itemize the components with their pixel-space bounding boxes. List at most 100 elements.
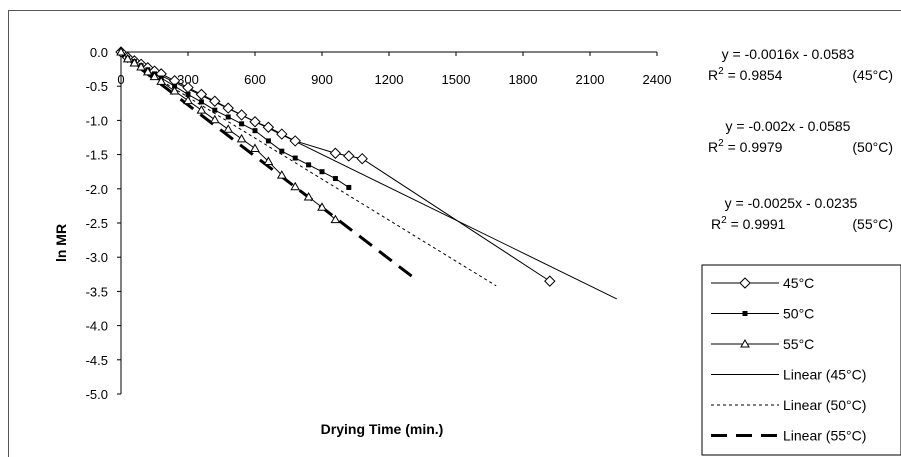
data-point	[250, 143, 260, 152]
data-point	[169, 85, 180, 95]
data-point	[149, 71, 160, 81]
data-point	[279, 148, 285, 154]
r-squared-value: = 0.9991	[727, 216, 786, 232]
y-tick-label: -3.0	[86, 250, 108, 265]
data-point	[225, 114, 231, 120]
data-point	[329, 147, 342, 159]
x-tick-label: 0	[117, 72, 124, 87]
r-squared-value: = 0.9979	[724, 139, 783, 155]
trendline	[120, 55, 618, 300]
data-point	[252, 128, 258, 134]
y-tick-label: -5.0	[86, 387, 108, 402]
x-tick-label: 900	[311, 72, 333, 87]
legend-marker	[739, 277, 751, 289]
data-point	[236, 133, 247, 143]
y-tick-label: -3.5	[86, 284, 108, 299]
data-point	[195, 88, 208, 101]
r-squared-prefix: R	[711, 216, 721, 232]
data-point	[185, 91, 191, 97]
data-point	[209, 114, 220, 124]
r-squared: R2 = 0.9991	[711, 215, 786, 232]
data-point	[346, 184, 352, 190]
r-squared: R2 = 0.9854	[708, 66, 783, 83]
x-tick-label: 1500	[442, 72, 471, 87]
data-point	[116, 46, 126, 56]
data-point	[292, 155, 298, 161]
data-point	[306, 162, 312, 168]
y-tick-label: -2.0	[86, 182, 108, 197]
data-point	[222, 102, 234, 114]
data-point	[265, 138, 271, 144]
data-point	[212, 107, 218, 113]
legend-label: Linear (50°C)	[783, 397, 866, 413]
data-point	[129, 57, 140, 67]
data-point	[142, 66, 153, 76]
y-tick-label: -1.5	[86, 148, 108, 163]
data-point	[249, 116, 261, 128]
data-point	[262, 121, 275, 133]
equations: y = -0.0016x - 0.0583 R2 = 0.9854 (45°C) y …	[708, 46, 893, 232]
data-point	[303, 192, 314, 201]
data-point	[330, 214, 341, 224]
equation-temperature: (50°C)	[852, 139, 893, 155]
y-tick-label: 0.0	[90, 45, 108, 60]
data-point	[239, 121, 245, 127]
data-point	[136, 62, 146, 71]
legend-label: Linear (45°C)	[783, 367, 866, 383]
data-point	[319, 169, 325, 175]
data-point	[263, 156, 274, 165]
data-point	[156, 76, 167, 85]
x-tick-label: 300	[177, 72, 199, 87]
legend-items: 45°C 50°C 55°C Linear (45°C) Linear (50°C) Li…	[711, 275, 866, 444]
data-point	[196, 105, 207, 114]
x-tick-label: 2100	[576, 72, 605, 87]
legend-marker	[742, 311, 748, 316]
x-axis-title: Drying Time (min.)	[321, 421, 444, 437]
data-point	[289, 135, 301, 147]
r-squared-prefix: R	[708, 139, 718, 155]
trendline-equation: y = -0.0016x - 0.0583	[722, 46, 855, 62]
trendline	[120, 52, 417, 281]
y-axis-title: ln MR	[53, 224, 69, 262]
data-point	[343, 150, 355, 162]
legend-box	[701, 264, 901, 456]
data-point	[317, 202, 327, 211]
trendline-equation: y = -0.002x - 0.0585	[726, 118, 851, 134]
legend-label: 50°C	[783, 306, 814, 322]
legend-label: 45°C	[783, 275, 814, 291]
y-tick-label: -1.0	[86, 113, 108, 128]
x-tick-label: 1200	[375, 72, 404, 87]
data-point	[276, 170, 287, 179]
r-squared: R2 = 0.9979	[708, 138, 783, 155]
x-tick-label: 2400	[643, 72, 672, 87]
data-point	[544, 275, 556, 287]
series-markers	[115, 46, 556, 287]
y-tick-label: -4.5	[86, 353, 108, 368]
legend-label: 55°C	[783, 336, 814, 352]
legend-marker	[740, 338, 750, 348]
data-point	[356, 152, 368, 165]
r-squared-sup: 2	[718, 138, 724, 149]
x-ticks: 0 300 600 900 1200 1500 1800 2100 2400	[117, 52, 671, 87]
y-ticks: 0.0 -0.5 -1.0 -1.5 -2.0 -2.5 -3.0 -3.5 -4.0 -4.5 -…	[86, 45, 121, 402]
data-point	[223, 124, 234, 133]
y-tick-label: -2.5	[86, 216, 108, 231]
trendline-equation: y = -0.0025x - 0.0235	[725, 195, 858, 211]
x-tick-label: 600	[244, 72, 266, 87]
r-squared-sup: 2	[721, 215, 727, 226]
r-squared-sup: 2	[718, 66, 724, 77]
data-point	[122, 53, 133, 63]
data-point	[209, 95, 221, 107]
legend: 45°C 50°C 55°C Linear (45°C) Linear (50°C) Li…	[701, 264, 901, 456]
r-squared-prefix: R	[708, 67, 718, 83]
data-point	[332, 176, 338, 182]
equation-temperature: (55°C)	[852, 216, 893, 232]
y-tick-label: -4.0	[86, 319, 108, 334]
chart-frame	[8, 10, 901, 457]
data-point	[235, 109, 248, 121]
equation-temperature: (45°C)	[852, 67, 893, 83]
x-tick-label: 1800	[509, 72, 538, 87]
data-point	[290, 181, 301, 191]
data-point	[198, 99, 204, 105]
